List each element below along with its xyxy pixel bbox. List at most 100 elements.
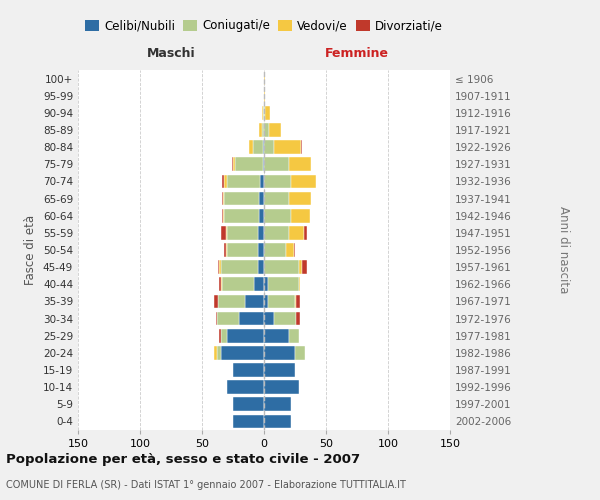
Bar (264, 380, 299, 394)
Bar (259, 123, 262, 137)
Bar (262, 123, 264, 137)
Text: Popolazione per età, sesso e stato civile - 2007: Popolazione per età, sesso e stato civil… (6, 452, 360, 466)
Bar (264, 398, 291, 411)
Bar (227, 329, 264, 342)
Bar (269, 123, 281, 137)
Bar (235, 158, 263, 171)
Bar (218, 294, 245, 308)
Bar (289, 192, 311, 205)
Bar (296, 312, 300, 326)
Bar (214, 294, 218, 308)
Bar (268, 278, 299, 291)
Bar (268, 294, 295, 308)
Bar (263, 158, 264, 171)
Bar (249, 140, 253, 154)
Bar (301, 140, 302, 154)
Bar (222, 174, 224, 188)
Bar (222, 209, 223, 222)
Bar (289, 158, 311, 171)
Bar (224, 174, 227, 188)
Bar (264, 140, 274, 154)
Bar (258, 243, 264, 257)
Text: Femmine: Femmine (325, 46, 389, 60)
Bar (264, 72, 265, 86)
Bar (302, 260, 307, 274)
Text: Maschi: Maschi (146, 46, 196, 60)
Bar (217, 312, 239, 326)
Bar (233, 414, 264, 428)
Bar (265, 106, 270, 120)
Bar (227, 243, 258, 257)
Bar (220, 329, 221, 342)
Bar (221, 278, 222, 291)
Bar (221, 226, 226, 239)
Bar (291, 174, 316, 188)
Bar (258, 260, 264, 274)
Y-axis label: Anni di nascita: Anni di nascita (557, 206, 570, 294)
Bar (274, 140, 301, 154)
Bar (264, 346, 295, 360)
Bar (264, 278, 268, 291)
Bar (239, 312, 264, 326)
Bar (274, 312, 296, 326)
Bar (263, 140, 264, 154)
Bar (304, 226, 307, 239)
Bar (264, 174, 291, 188)
Bar (264, 209, 291, 222)
Bar (222, 278, 254, 291)
Bar (220, 260, 221, 274)
Bar (264, 226, 289, 239)
Bar (227, 174, 260, 188)
Bar (245, 294, 264, 308)
Bar (299, 278, 300, 291)
Bar (218, 260, 220, 274)
Bar (286, 243, 294, 257)
Bar (264, 329, 289, 342)
Bar (264, 158, 289, 171)
Bar (264, 123, 269, 137)
Y-axis label: Fasce di età: Fasce di età (25, 215, 37, 285)
Bar (233, 158, 235, 171)
Bar (221, 329, 227, 342)
Bar (291, 209, 310, 222)
Bar (215, 312, 217, 326)
Bar (264, 192, 289, 205)
Bar (224, 209, 259, 222)
Bar (224, 243, 226, 257)
Bar (223, 192, 224, 205)
Bar (264, 312, 274, 326)
Bar (222, 192, 223, 205)
Bar (232, 158, 233, 171)
Bar (264, 243, 286, 257)
Bar (227, 380, 264, 394)
Bar (224, 192, 259, 205)
Bar (223, 209, 224, 222)
Bar (264, 414, 291, 428)
Bar (262, 106, 263, 120)
Bar (226, 243, 227, 257)
Text: COMUNE DI FERLA (SR) - Dati ISTAT 1° gennaio 2007 - Elaborazione TUTTITALIA.IT: COMUNE DI FERLA (SR) - Dati ISTAT 1° gen… (6, 480, 406, 490)
Bar (263, 106, 264, 120)
Bar (264, 363, 295, 377)
Bar (214, 346, 217, 360)
Bar (253, 140, 263, 154)
Bar (295, 294, 296, 308)
Bar (296, 294, 300, 308)
Bar (289, 329, 299, 342)
Bar (289, 226, 304, 239)
Bar (295, 346, 305, 360)
Bar (299, 260, 302, 274)
Bar (227, 226, 258, 239)
Bar (258, 226, 264, 239)
Bar (264, 260, 299, 274)
Bar (259, 192, 264, 205)
Bar (221, 346, 264, 360)
Bar (217, 346, 221, 360)
Bar (259, 209, 264, 222)
Bar (260, 174, 264, 188)
Bar (264, 294, 268, 308)
Bar (226, 226, 227, 239)
Bar (221, 260, 258, 274)
Bar (233, 398, 264, 411)
Legend: Celibi/Nubili, Coniugati/e, Vedovi/e, Divorziati/e: Celibi/Nubili, Coniugati/e, Vedovi/e, Di… (80, 14, 448, 37)
